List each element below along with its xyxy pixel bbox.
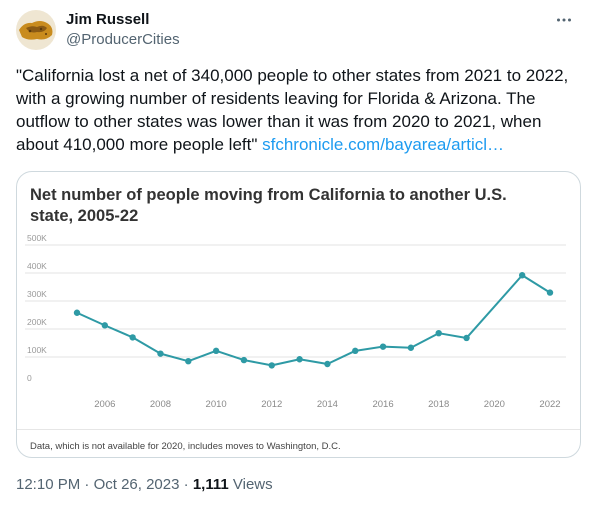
chart-title-line-2: state, 2005-22 xyxy=(30,207,138,225)
data-point xyxy=(352,347,359,355)
series-line-segment xyxy=(76,311,106,327)
series-line-segment xyxy=(187,349,218,363)
data-point xyxy=(157,350,164,357)
tweet-text: "California lost a net of 340,000 people… xyxy=(16,64,578,156)
tweet-time[interactable]: 12:10 PM xyxy=(16,476,81,493)
y-tick-label: 200K xyxy=(27,317,47,327)
data-point xyxy=(296,356,303,363)
series-line-segment xyxy=(298,358,329,365)
x-tick-label: 2006 xyxy=(94,399,115,410)
x-tick-label: 2010 xyxy=(206,399,227,410)
meta-separator: · xyxy=(183,476,189,493)
y-tick-label: 500K xyxy=(27,233,47,243)
data-point xyxy=(240,356,248,364)
series-line-segment xyxy=(354,345,385,352)
x-tick-label: 2022 xyxy=(539,399,560,410)
series-line-segment xyxy=(382,345,412,349)
data-point xyxy=(73,309,81,316)
x-tick-label: 2014 xyxy=(317,399,338,410)
data-point xyxy=(435,330,442,337)
data-point xyxy=(518,272,526,279)
avatar-image xyxy=(16,10,56,50)
data-point xyxy=(407,344,415,351)
avatar[interactable] xyxy=(16,10,56,50)
series-line-segment xyxy=(215,349,245,362)
data-point xyxy=(101,322,109,329)
more-dots-icon xyxy=(557,18,571,22)
line-chart: Net number of people moving from Califor… xyxy=(17,186,580,452)
chart-image[interactable]: Net number of people moving from Califor… xyxy=(16,171,581,458)
author-display-name[interactable]: Jim Russell xyxy=(66,11,150,28)
series-line-segment xyxy=(409,332,440,349)
data-point xyxy=(463,334,470,342)
series-line-segment xyxy=(437,332,468,339)
x-tick-label: 2012 xyxy=(261,399,282,410)
x-tick-label: 2018 xyxy=(428,399,449,410)
y-tick-label: 300K xyxy=(27,289,47,299)
article-link[interactable]: sfchronicle.com/bayarea/articl… xyxy=(262,135,504,154)
author-handle[interactable]: @ProducerCities xyxy=(66,31,180,48)
data-point xyxy=(379,343,387,350)
chart-note: Data, which is not available for 2020, i… xyxy=(30,441,341,452)
x-tick-label: 2016 xyxy=(372,399,393,410)
views-label: Views xyxy=(232,476,273,493)
series-line-segment xyxy=(242,359,273,367)
series-line-segment xyxy=(465,274,524,339)
tweet-date[interactable]: Oct 26, 2023 xyxy=(93,476,180,493)
series-line-segment xyxy=(270,358,301,367)
tweet-body: "California lost a net of 340,000 people… xyxy=(16,66,569,154)
series-line-segment xyxy=(103,324,134,339)
y-tick-label: 0 xyxy=(27,373,32,383)
views-count: 1,111 xyxy=(192,476,229,493)
series-line-segment xyxy=(159,352,190,363)
data-point xyxy=(268,362,275,369)
data-point xyxy=(129,334,136,341)
series-line-segment xyxy=(521,274,551,294)
data-point xyxy=(212,347,220,355)
more-options-button[interactable] xyxy=(552,8,576,32)
x-tick-label: 2008 xyxy=(150,399,171,410)
y-tick-label: 400K xyxy=(27,261,47,271)
x-tick-label: 2020 xyxy=(484,399,505,410)
y-tick-label: 100K xyxy=(27,345,47,355)
data-point xyxy=(546,289,554,296)
chart-title-line-1: Net number of people moving from Califor… xyxy=(30,186,507,204)
meta-separator: · xyxy=(84,476,90,493)
author: Jim Russell @ProducerCities xyxy=(66,10,180,50)
series-line-segment xyxy=(326,349,357,365)
tweet-timestamp: 12:10 PM · Oct 26, 2023 · 1,111 Views xyxy=(16,475,273,495)
data-point xyxy=(324,360,331,368)
series-line-segment xyxy=(131,336,162,355)
data-point xyxy=(185,358,192,365)
